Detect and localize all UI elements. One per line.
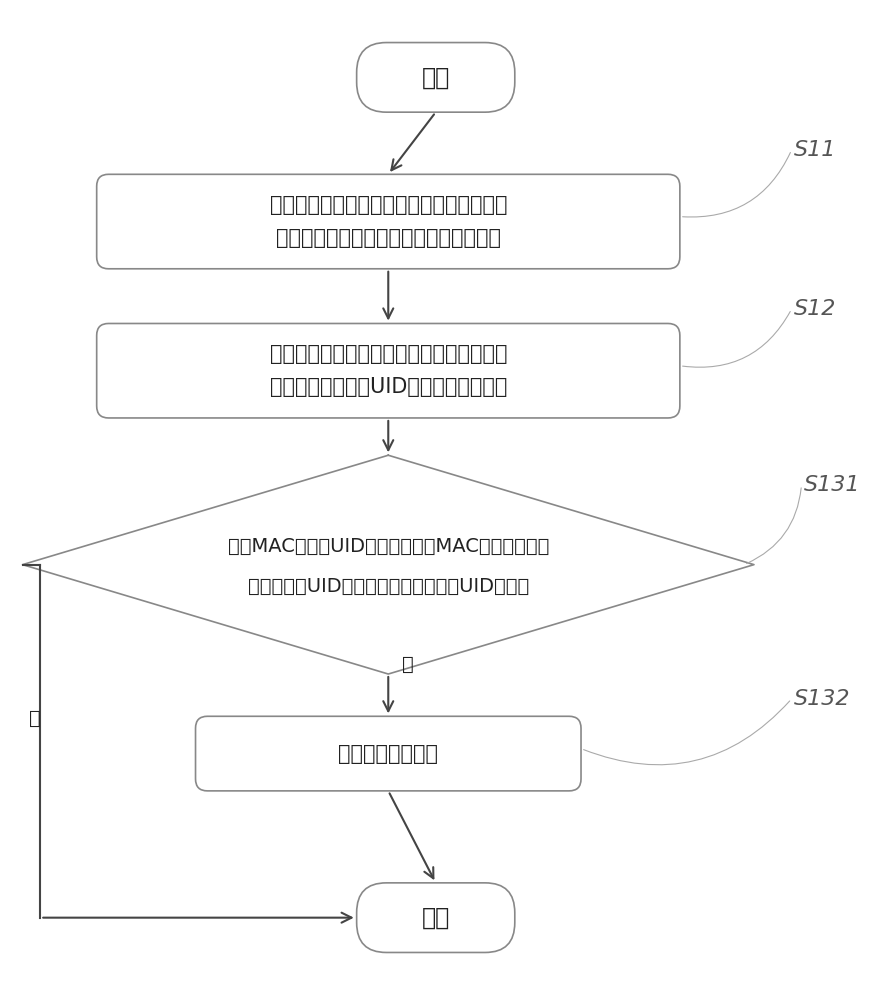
Text: S132: S132 <box>794 689 850 709</box>
Text: S11: S11 <box>794 140 836 160</box>
Text: 位机，判断UID号是否与中位机实际的UID号一致: 位机，判断UID号是否与中位机实际的UID号一致 <box>247 577 529 596</box>
Text: 根据MAC地址将UID号信息发送到MAC地址一致的中: 根据MAC地址将UID号信息发送到MAC地址一致的中 <box>228 537 549 556</box>
Text: 开始: 开始 <box>422 65 450 89</box>
FancyBboxPatch shape <box>357 883 515 952</box>
Text: S131: S131 <box>803 475 860 495</box>
FancyBboxPatch shape <box>96 323 680 418</box>
FancyBboxPatch shape <box>357 43 515 112</box>
Text: 上位机通过以太网层向所有接入的中位机广
播信息，并接收所有中位机返回的数据包: 上位机通过以太网层向所有接入的中位机广 播信息，并接收所有中位机返回的数据包 <box>269 195 507 248</box>
Text: 结束: 结束 <box>422 906 450 930</box>
Text: 则定位到该中位机: 则定位到该中位机 <box>339 744 438 764</box>
FancyBboxPatch shape <box>96 174 680 269</box>
Text: 否: 否 <box>29 709 40 728</box>
Text: 是: 是 <box>403 655 414 674</box>
Text: 上位机解析接收到的数据包，获取包含在数
据包中的中位机的UID信息以及设备信息: 上位机解析接收到的数据包，获取包含在数 据包中的中位机的UID信息以及设备信息 <box>269 344 507 397</box>
Text: S12: S12 <box>794 299 836 319</box>
FancyBboxPatch shape <box>196 716 581 791</box>
